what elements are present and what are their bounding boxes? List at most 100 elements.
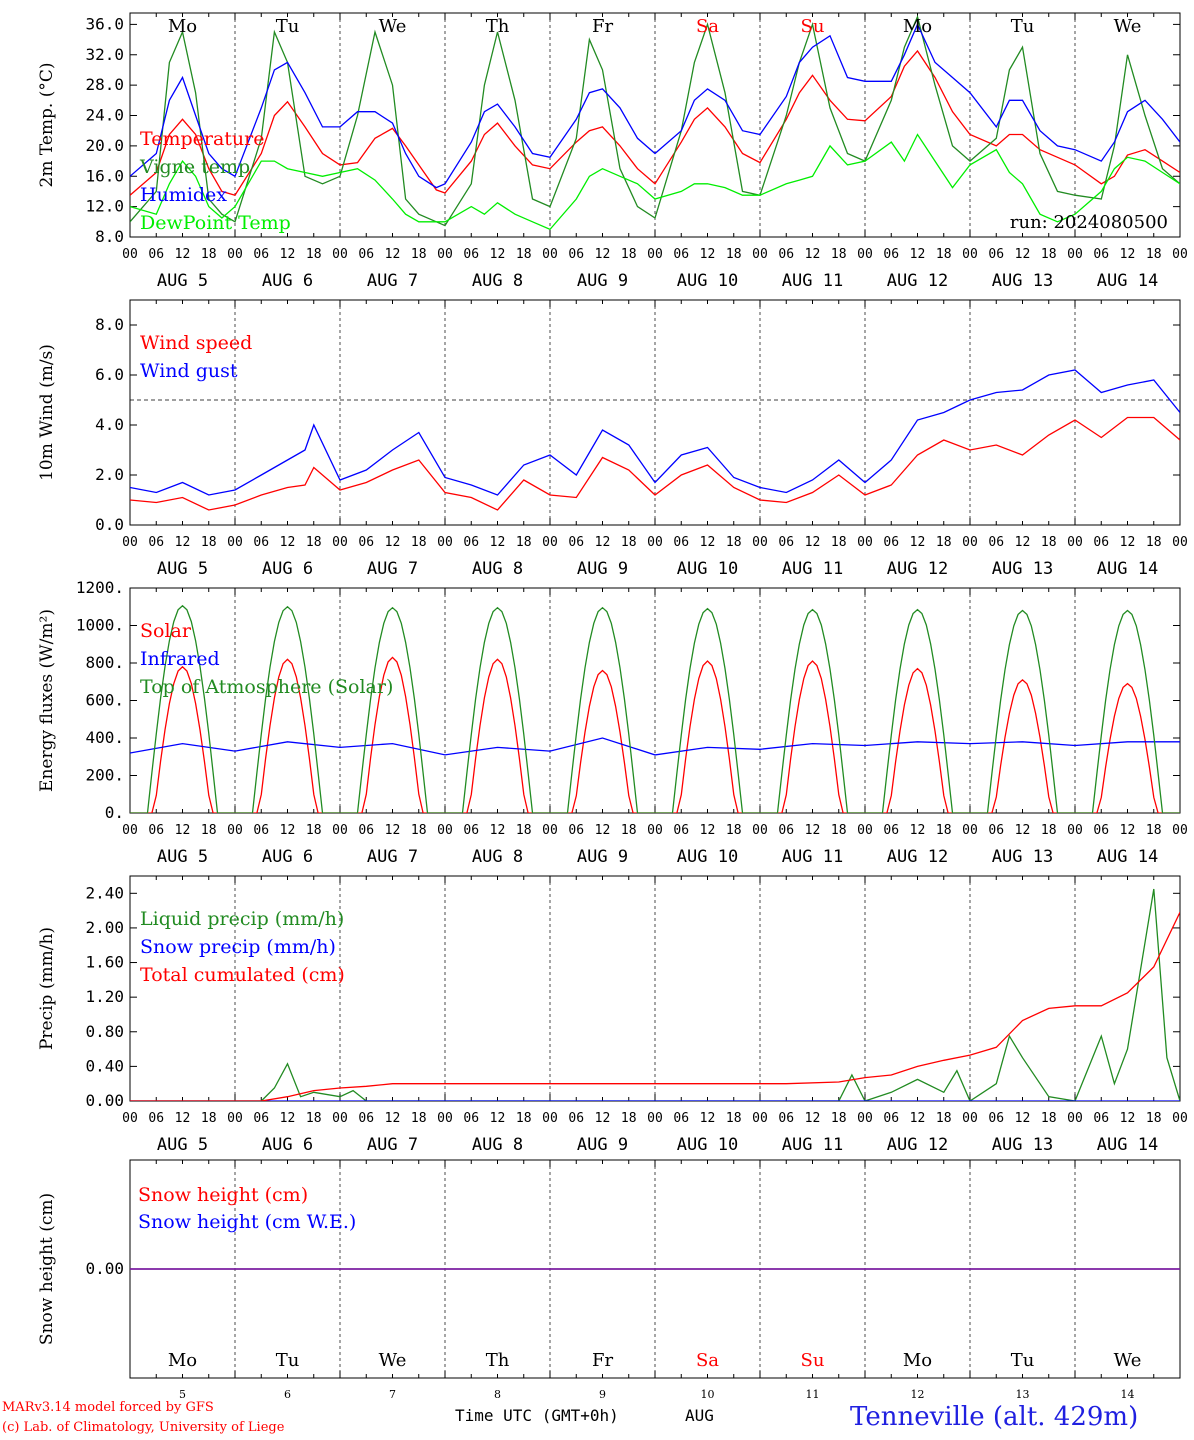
- date-label: AUG 8: [472, 559, 523, 579]
- day-number: 6: [284, 1388, 291, 1401]
- date-label: AUG 13: [992, 559, 1053, 579]
- day-name: Tu: [1011, 16, 1035, 37]
- hour-label: 00: [122, 823, 138, 838]
- hour-label: 00: [542, 1111, 558, 1126]
- legend-entry: Vigne temp: [139, 156, 250, 178]
- hour-label: 18: [1146, 535, 1162, 550]
- hour-label: 06: [1093, 535, 1109, 550]
- hour-label: 06: [1093, 247, 1109, 262]
- series-line-3: [130, 912, 1180, 1101]
- date-label: AUG 12: [887, 847, 948, 867]
- date-label: AUG 12: [887, 1135, 948, 1155]
- hour-label: 00: [122, 1111, 138, 1126]
- date-label: AUG 14: [1097, 559, 1158, 579]
- hour-label: 06: [1093, 1111, 1109, 1126]
- hour-label: 12: [700, 247, 716, 262]
- date-label: AUG 11: [782, 847, 843, 867]
- hour-label: 00: [962, 247, 978, 262]
- hour-label: 18: [621, 823, 637, 838]
- date-label: AUG 5: [157, 1135, 208, 1155]
- y-tick-label: 28.0: [85, 75, 124, 94]
- day-name: We: [1114, 1350, 1142, 1371]
- series-line-1: [130, 656, 1180, 813]
- hour-label: 00: [332, 247, 348, 262]
- panel-2: 0.0 2.0 4.0 6.0 8.0 10m Wind (m/s) Wind speed W…: [37, 299, 1188, 579]
- day-name: Su: [801, 16, 825, 37]
- hour-label: 00: [437, 823, 453, 838]
- date-label: AUG 6: [262, 847, 313, 867]
- hour-label: 12: [385, 823, 401, 838]
- day-name: Tu: [276, 1350, 300, 1371]
- day-number: 12: [911, 1388, 925, 1401]
- hour-label: 00: [647, 1111, 663, 1126]
- hour-label: 00: [122, 535, 138, 550]
- legend-entry: Snow precip (mm/h): [140, 936, 336, 958]
- hour-label: 06: [673, 247, 689, 262]
- date-label: AUG 11: [782, 1135, 843, 1155]
- y-tick-label: 8.0: [95, 315, 124, 334]
- hour-label: 06: [358, 1111, 374, 1126]
- y-axis-title: 10m Wind (m/s): [37, 344, 57, 481]
- legend-entry: Top of Atmosphere (Solar): [140, 676, 393, 698]
- hour-label: 18: [621, 535, 637, 550]
- y-tick-label: 32.0: [85, 45, 124, 64]
- hour-label: 00: [752, 823, 768, 838]
- hour-label: 12: [490, 247, 506, 262]
- hour-label: 12: [805, 247, 821, 262]
- hour-label: 06: [568, 535, 584, 550]
- hour-label: 12: [280, 1111, 296, 1126]
- legend-entry: Snow height (cm W.E.): [138, 1211, 356, 1233]
- hour-label: 18: [726, 247, 742, 262]
- hour-label: 18: [726, 823, 742, 838]
- series-line-1: [130, 416, 1180, 511]
- hour-label: 00: [542, 247, 558, 262]
- hour-label: 12: [1120, 535, 1136, 550]
- month-label: AUG: [685, 1406, 714, 1425]
- hour-label: 06: [778, 247, 794, 262]
- hour-label: 06: [673, 1111, 689, 1126]
- date-label: AUG 13: [992, 271, 1053, 291]
- y-tick-label: 36.0: [85, 14, 124, 33]
- y-tick-label: 8.0: [95, 227, 124, 246]
- day-name: Mo: [903, 16, 932, 37]
- y-tick-label: 0.00: [85, 1259, 124, 1278]
- series-line-2: [130, 737, 1180, 756]
- hour-label: 06: [358, 535, 374, 550]
- date-label: AUG 5: [157, 271, 208, 291]
- y-tick-label: 0.0: [95, 515, 124, 534]
- legend-entry: Solar: [140, 620, 192, 642]
- date-label: AUG 8: [472, 271, 523, 291]
- hour-label: 12: [175, 247, 191, 262]
- date-label: AUG 14: [1097, 271, 1158, 291]
- y-tick-label: 400.: [85, 728, 124, 747]
- hour-label: 06: [148, 535, 164, 550]
- hour-label: 12: [595, 247, 611, 262]
- hour-label: 00: [542, 823, 558, 838]
- hour-label: 18: [516, 823, 532, 838]
- date-label: AUG 10: [677, 559, 738, 579]
- y-tick-label: 1000.: [76, 616, 124, 635]
- hour-label: 06: [883, 247, 899, 262]
- y-tick-label: 200.: [85, 766, 124, 785]
- panel-1: 8.0 12.0 16.0 20.0 24.0 28.0 32.0 36.0 2m Temp. …: [37, 12, 1188, 291]
- hour-label: 00: [437, 1111, 453, 1126]
- y-tick-label: 4.0: [95, 415, 124, 434]
- hour-label: 06: [988, 823, 1004, 838]
- location-title: Tenneville (alt. 429m): [850, 1402, 1139, 1432]
- y-tick-label: 6.0: [95, 365, 124, 384]
- hour-label: 12: [805, 535, 821, 550]
- hour-label: 06: [988, 535, 1004, 550]
- hour-label: 18: [936, 823, 952, 838]
- hour-label: 06: [883, 535, 899, 550]
- day-name: Tu: [1011, 1350, 1035, 1371]
- date-label: AUG 7: [367, 559, 418, 579]
- day-name: Mo: [903, 1350, 932, 1371]
- hour-label: 00: [857, 247, 873, 262]
- hour-label: 06: [463, 247, 479, 262]
- hour-label: 18: [1146, 247, 1162, 262]
- hour-label: 12: [280, 247, 296, 262]
- date-label: AUG 6: [262, 271, 313, 291]
- hour-label: 18: [411, 247, 427, 262]
